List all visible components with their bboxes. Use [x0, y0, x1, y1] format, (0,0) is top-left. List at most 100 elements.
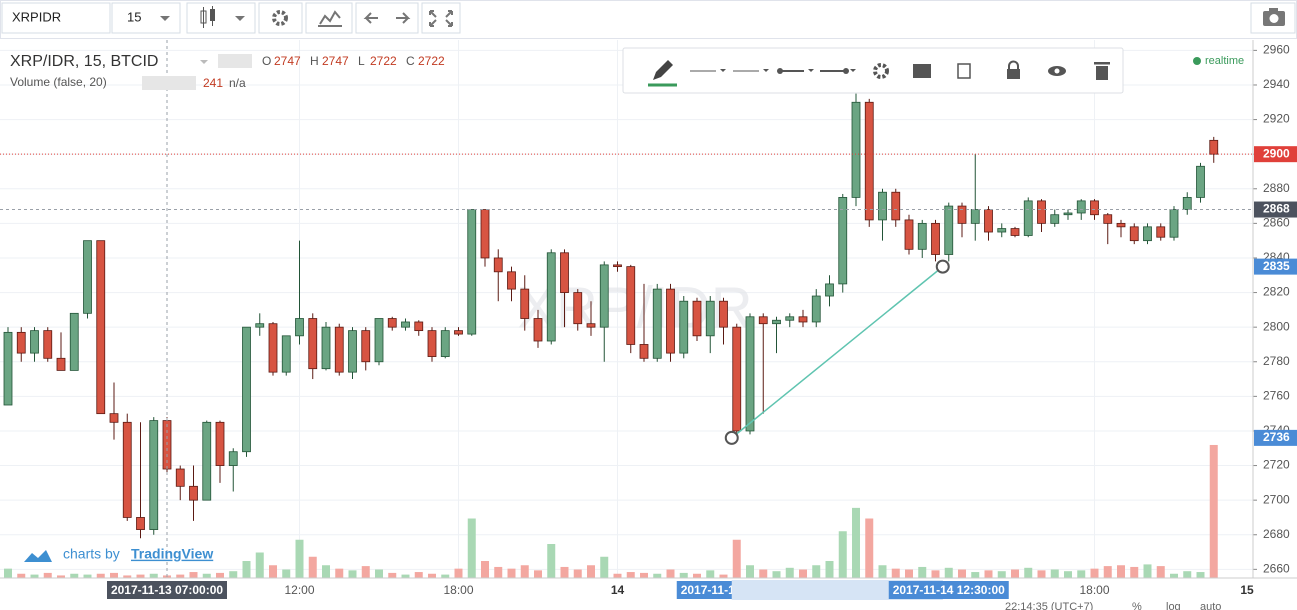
candle-body [745, 316, 755, 432]
trash-icon[interactable] [1096, 66, 1108, 80]
candle-body [719, 300, 728, 328]
volume-bar [653, 573, 662, 578]
volume-bar [295, 539, 304, 578]
y-tick-label: 2700 [1263, 492, 1290, 506]
candle-body [467, 209, 477, 335]
candle-body [334, 326, 344, 373]
candle-body [122, 421, 132, 518]
candle-body [1103, 214, 1113, 224]
candle-icon [200, 6, 215, 28]
candle-body [851, 101, 861, 198]
volume-bar [441, 574, 450, 578]
chart-style-button[interactable] [186, 2, 256, 34]
volume-bar [454, 568, 463, 578]
toolbar-gear[interactable] [873, 63, 889, 79]
candle-body [228, 451, 238, 466]
volume-bar [361, 566, 370, 578]
fullscreen-button[interactable] [421, 2, 461, 34]
volume-bar [348, 570, 357, 578]
candle-body [838, 197, 848, 285]
volume-value: 241 [203, 76, 223, 90]
y-tick-label: 2660 [1263, 562, 1290, 576]
volume-bar [626, 572, 635, 578]
candle-body [83, 240, 92, 314]
volume-bar [785, 567, 794, 578]
volume-bar [534, 570, 542, 578]
candle-body [1063, 212, 1073, 216]
scale-button[interactable]: auto [1200, 601, 1221, 610]
candle-body [1129, 226, 1139, 242]
volume-bar [467, 518, 476, 578]
ohlc-key: H [310, 54, 319, 68]
settings-button[interactable] [258, 2, 303, 34]
y-tick-label: 2760 [1263, 389, 1290, 403]
crosshair-price-label-bg [1254, 201, 1297, 218]
pen-icon[interactable] [653, 60, 673, 80]
candle-body [1143, 226, 1152, 242]
y-tick-label: 2940 [1263, 77, 1290, 91]
candle-body [520, 288, 530, 319]
fill-icon[interactable] [913, 64, 931, 78]
candle-body [772, 319, 781, 325]
trend-price-label: 2835 [1263, 259, 1290, 273]
candle-body [1023, 200, 1033, 236]
trend-handle[interactable] [724, 430, 739, 445]
dropdown-arrow [763, 69, 769, 72]
candle-body [785, 316, 795, 321]
scale-button[interactable]: % [1132, 601, 1142, 610]
ohlc-key: C [406, 54, 415, 68]
candle-body [652, 288, 662, 359]
trend-handle[interactable] [935, 259, 950, 274]
volume-bar [547, 544, 556, 578]
brand-prefix: charts by [63, 546, 120, 562]
volume-bar [905, 569, 913, 578]
indicators-button[interactable] [305, 2, 353, 34]
volume-bar [1209, 444, 1218, 578]
legend-icons [142, 76, 196, 90]
candle-body [242, 326, 251, 453]
candle-body [944, 205, 954, 255]
last-price-label: 2900 [1263, 146, 1290, 160]
candle-body [1037, 200, 1046, 224]
scale-button[interactable]: log [1166, 601, 1181, 610]
symbol-input[interactable] [1, 2, 111, 34]
candle-body [573, 292, 583, 325]
y-tick-label: 2800 [1263, 319, 1290, 333]
ohlc-value: 2722 [418, 54, 445, 68]
trend-price-label-bg [1254, 429, 1297, 446]
x-tick-label: 18:00 [443, 583, 473, 597]
candle-body [666, 288, 675, 354]
volume-bar [759, 569, 768, 578]
candle-body [16, 331, 26, 354]
volume-bar [997, 571, 1006, 578]
volume-bar [96, 573, 105, 578]
line-end-dot [843, 68, 849, 74]
status-dot [1193, 57, 1201, 65]
candle-body [175, 468, 185, 487]
candle-body [202, 421, 212, 501]
clock: 22:14:35 (UTC+7) [1005, 601, 1093, 610]
volume-bar [322, 565, 330, 578]
candle-body [1050, 214, 1060, 224]
volume-bar [136, 574, 145, 578]
volume-bar [4, 568, 12, 578]
clone-icon[interactable] [957, 63, 971, 79]
indicator-icon [318, 10, 342, 27]
candle-body [1196, 165, 1205, 198]
volume-bar [984, 570, 993, 578]
candle-body [1169, 209, 1179, 238]
volume-note: n/a [229, 76, 246, 90]
candle-body [891, 191, 901, 221]
lock-icon[interactable] [1007, 69, 1020, 79]
volume-bar [1170, 573, 1178, 578]
candle-body [917, 222, 927, 250]
lock-shackle [1008, 60, 1019, 69]
y-tick-label: 2860 [1263, 216, 1290, 230]
volume-bar [838, 531, 847, 578]
plot-area: 2660268027002720274027602780280028202840… [0, 40, 1290, 578]
brand-name[interactable]: TradingView [131, 546, 213, 562]
volume-bar [335, 568, 344, 578]
interval-select[interactable] [111, 2, 181, 34]
drawing-toolbar-bg [622, 47, 1124, 94]
